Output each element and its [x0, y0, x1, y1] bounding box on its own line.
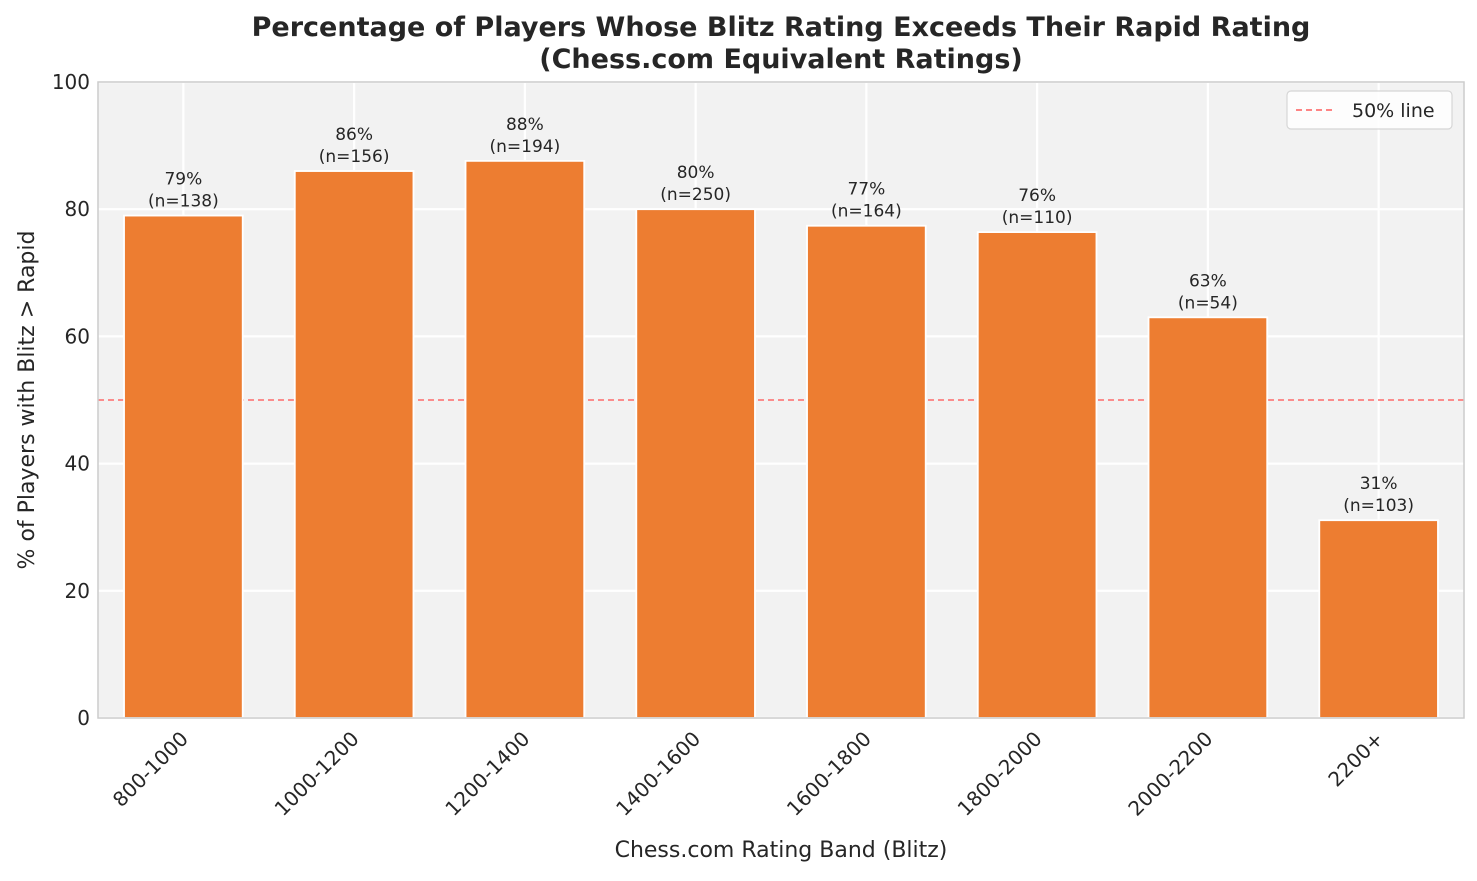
y-axis-label: % of Players with Blitz > Rapid [15, 231, 40, 570]
bar-sample-size-label: (n=103) [1343, 496, 1414, 516]
x-tick-label: 2000-2200 [1123, 727, 1217, 821]
bar-2000-2200 [1147, 316, 1269, 719]
x-tick-label: 1600-1800 [782, 727, 876, 821]
y-tick-label: 60 [65, 324, 90, 348]
plot-frame [97, 81, 1465, 719]
x-tick-label: 800-1000 [108, 727, 193, 812]
bar-percent-label: 88% [506, 115, 544, 135]
bar-labels: 79%(n=138) 86%(n=156) 88%(n=194) 80%(n=250)… [148, 115, 1414, 516]
bar-sample-size-label: (n=156) [319, 147, 390, 167]
bar-percent-label: 86% [335, 125, 373, 145]
bar-percent-label: 77% [847, 180, 885, 200]
x-tick-label: 1200-1400 [440, 727, 534, 821]
bar-2200+ [1318, 519, 1439, 719]
bar-sample-size-label: (n=54) [1178, 293, 1238, 313]
y-tick-label: 100 [52, 70, 90, 94]
x-tick-label: 1000-1200 [270, 727, 364, 821]
bar-1800-2000 [976, 231, 1098, 719]
bar-percent-label: 80% [677, 163, 715, 183]
bar-sample-size-label: (n=250) [660, 185, 731, 205]
bar-percent-label: 79% [164, 170, 202, 190]
bar-percent-label: 31% [1360, 474, 1398, 494]
bar-1400-1600 [635, 208, 756, 719]
bars [123, 159, 1439, 719]
bar-sample-size-label: (n=164) [831, 202, 902, 222]
bar-1600-1800 [806, 224, 927, 719]
bar-sample-size-label: (n=194) [490, 137, 561, 157]
x-axis-label: Chess.com Rating Band (Blitz) [615, 838, 948, 863]
bar-sample-size-label: (n=138) [148, 192, 219, 212]
x-axis-ticks: 800-1000 1000-1200 1200-1400 1400-1600 1600-… [108, 727, 1388, 821]
y-axis-ticks: 0 20 40 60 80 100 [52, 70, 90, 730]
bar-percent-label: 76% [1018, 186, 1056, 206]
legend-label: 50% line [1352, 100, 1435, 122]
y-tick-label: 0 [77, 706, 90, 730]
chart-title-line-2: (Chess.com Equivalent Ratings) [539, 44, 1022, 75]
y-tick-label: 20 [65, 579, 90, 603]
bar-1000-1200 [293, 170, 415, 719]
bar-percent-label: 63% [1189, 271, 1227, 291]
bar-sample-size-label: (n=110) [1002, 208, 1073, 228]
bar-1200-1400 [464, 159, 586, 719]
bar-800-1000 [123, 214, 244, 719]
y-tick-label: 80 [65, 197, 90, 221]
x-tick-label: 1400-1600 [611, 727, 705, 821]
chart-title-line-1: Percentage of Players Whose Blitz Rating… [252, 12, 1311, 43]
legend: 50% line [1286, 90, 1453, 130]
x-tick-label: 2200+ [1323, 727, 1388, 792]
x-tick-label: 1800-2000 [953, 727, 1047, 821]
y-tick-label: 40 [65, 452, 90, 476]
legend-box [1286, 90, 1453, 130]
